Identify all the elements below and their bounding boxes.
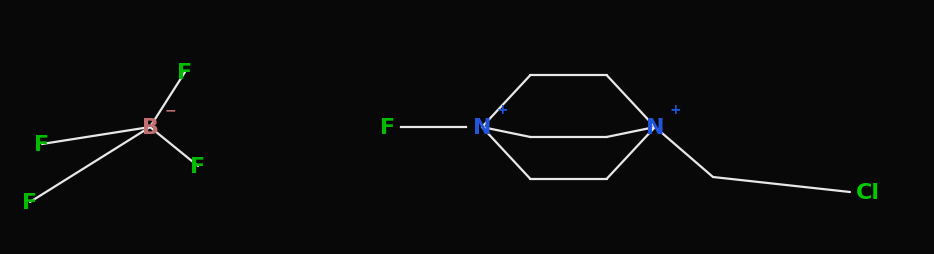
Text: N: N — [645, 118, 664, 137]
Text: F: F — [191, 156, 205, 176]
Text: F: F — [35, 134, 50, 154]
Text: F: F — [22, 192, 37, 212]
Text: +: + — [669, 103, 681, 117]
Text: +: + — [496, 103, 508, 117]
Text: B: B — [141, 118, 159, 137]
Text: F: F — [177, 63, 192, 83]
Text: −: − — [164, 103, 176, 117]
Text: F: F — [380, 118, 396, 137]
Text: N: N — [473, 118, 491, 137]
Text: Cl: Cl — [856, 182, 880, 202]
